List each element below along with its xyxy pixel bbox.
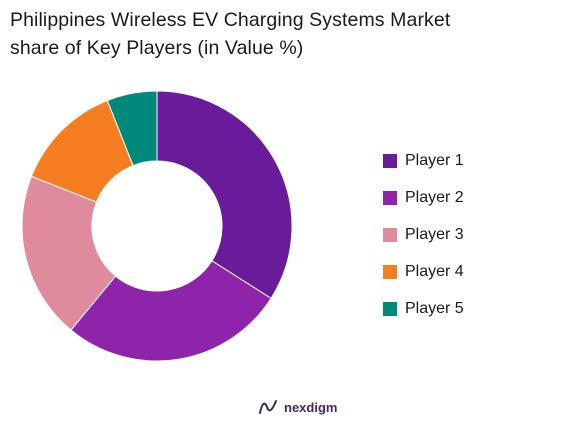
legend-label: Player 1 [405, 151, 464, 169]
donut-slice-1 [156, 90, 293, 300]
legend-swatch [383, 153, 397, 168]
chart-legend: Player 1 Player 2 Player 3 Player 4 Player 5 [383, 142, 464, 327]
legend-item-5: Player 5 [383, 290, 464, 327]
brand-logo: nexdigm [258, 399, 337, 415]
chart-title-line-1: Philippines Wireless EV Charging Systems… [10, 9, 451, 31]
legend-label: Player 3 [405, 225, 464, 243]
chart-title-line-2: share of Key Players (in Value %) [10, 37, 304, 59]
legend-swatch [383, 227, 397, 242]
legend-swatch [383, 301, 397, 316]
donut-slice-3 [21, 175, 117, 331]
legend-item-4: Player 4 [383, 253, 464, 290]
legend-item-1: Player 1 [383, 142, 464, 179]
nexdigm-logo-icon [259, 400, 277, 414]
chart-title: Philippines Wireless EV Charging Systems… [10, 6, 550, 62]
legend-swatch [383, 190, 397, 205]
donut-slice-2 [70, 260, 272, 362]
donut-slice-5 [106, 90, 158, 167]
legend-swatch [383, 264, 397, 279]
legend-label: Player 5 [405, 299, 464, 317]
legend-label: Player 4 [405, 262, 464, 280]
legend-item-3: Player 3 [383, 216, 464, 253]
brand-name: nexdigm [284, 399, 338, 415]
legend-label: Player 2 [405, 188, 464, 206]
legend-item-2: Player 2 [383, 179, 464, 216]
